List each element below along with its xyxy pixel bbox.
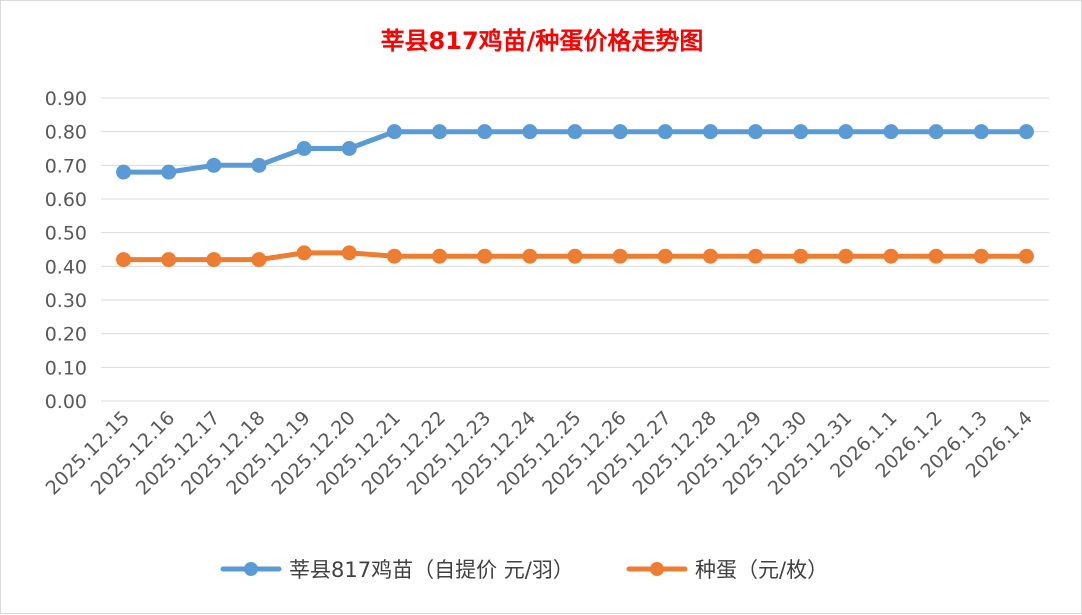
data-point <box>477 124 493 140</box>
data-point <box>386 248 402 264</box>
data-point <box>341 245 357 261</box>
data-point <box>161 252 177 268</box>
series-2 <box>116 245 1034 268</box>
legend-marker <box>650 562 664 576</box>
y-tick-label: 0.00 <box>45 391 87 413</box>
data-point <box>702 248 718 264</box>
data-point <box>477 248 493 264</box>
y-tick-label: 0.10 <box>45 357 87 379</box>
data-point <box>432 124 448 140</box>
data-point <box>206 157 222 173</box>
data-point <box>296 141 312 156</box>
data-point <box>748 248 764 264</box>
data-point <box>702 124 718 140</box>
data-point <box>522 124 538 140</box>
data-point <box>567 124 583 140</box>
data-point <box>883 248 899 264</box>
data-point <box>612 124 628 140</box>
data-point <box>1018 248 1034 264</box>
y-tick-label: 0.40 <box>45 256 87 278</box>
data-point <box>206 252 222 268</box>
y-tick-label: 0.90 <box>45 88 87 110</box>
y-tick-label: 0.50 <box>45 223 87 245</box>
y-tick-label: 0.30 <box>45 290 87 312</box>
data-point <box>251 252 267 268</box>
data-point <box>838 248 854 264</box>
data-point <box>748 124 764 140</box>
data-point <box>973 248 989 264</box>
legend-item: 种蛋（元/枚） <box>626 558 828 582</box>
data-point <box>657 248 673 264</box>
y-tick-label: 0.80 <box>45 122 87 144</box>
data-point <box>838 124 854 140</box>
data-point <box>973 124 989 140</box>
series-group <box>116 124 1034 268</box>
data-point <box>296 245 312 261</box>
data-point <box>928 124 944 140</box>
data-point <box>386 124 402 140</box>
data-point <box>1018 124 1034 140</box>
data-point <box>793 248 809 264</box>
data-point <box>116 252 132 268</box>
data-point <box>161 164 177 180</box>
y-tick-label: 0.70 <box>45 155 87 177</box>
data-point <box>883 124 899 140</box>
x-axis-tick-labels: 2025.12.152025.12.162025.12.172025.12.18… <box>42 407 1037 499</box>
legend-marker <box>244 562 258 576</box>
y-tick-label: 0.20 <box>45 324 87 346</box>
chart-title: 莘县817鸡苗/种蛋价格走势图 <box>381 27 704 55</box>
series-1 <box>116 124 1034 180</box>
data-point <box>612 248 628 264</box>
y-axis-tick-labels: 0.00 0.10 0.20 0.30 0.40 0.50 0.60 0.70 0.80 0.90 <box>45 88 87 413</box>
data-point <box>116 164 132 180</box>
legend-item: 莘县817鸡苗（自提价 元/羽） <box>220 558 574 582</box>
legend-label: 种蛋（元/枚） <box>695 558 828 582</box>
data-point <box>341 141 357 156</box>
legend-label: 莘县817鸡苗（自提价 元/羽） <box>289 558 574 582</box>
data-point <box>522 248 538 264</box>
data-point <box>251 157 267 173</box>
data-point <box>657 124 673 140</box>
legend: 莘县817鸡苗（自提价 元/羽） 种蛋（元/枚） <box>220 558 828 582</box>
y-tick-label: 0.60 <box>45 189 87 211</box>
data-point <box>567 248 583 264</box>
data-point <box>793 124 809 140</box>
data-point <box>928 248 944 264</box>
data-point <box>432 248 448 264</box>
